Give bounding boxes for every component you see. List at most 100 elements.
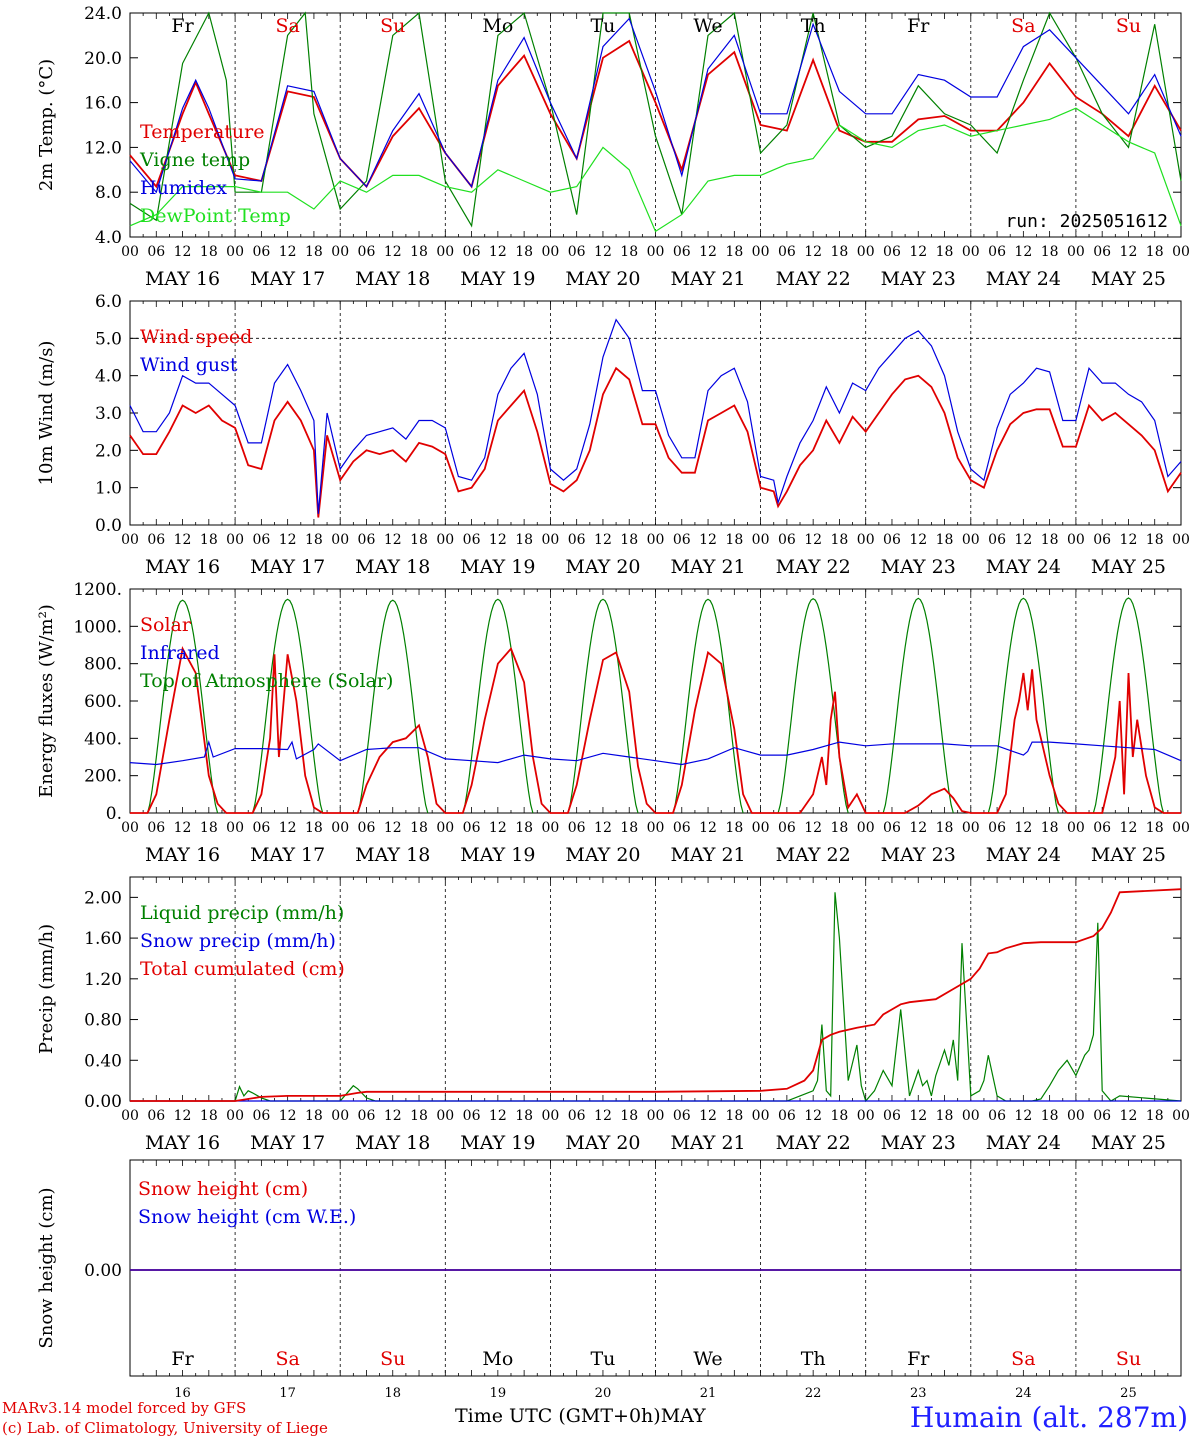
y-tick-label: 0.00 [84, 1261, 122, 1281]
hour-tick-label: 06 [673, 244, 691, 260]
y-tick-label: 5.0 [95, 329, 122, 349]
hour-tick-label: 12 [909, 532, 927, 548]
hour-tick-label: 00 [1172, 532, 1190, 548]
date-label: MAY 18 [355, 1132, 430, 1154]
hour-tick-label: 18 [1041, 532, 1059, 548]
hour-tick-label: 06 [358, 820, 376, 836]
date-label: MAY 17 [250, 844, 325, 866]
hour-tick-label: 12 [174, 244, 192, 260]
x-axis-label: Time UTC (GMT+0h)MAY [455, 1405, 706, 1427]
hour-tick-label: 06 [883, 1108, 901, 1124]
hour-tick-label: 12 [279, 532, 297, 548]
series-line-top-of-atmosphere [357, 599, 429, 814]
legend-entry: Total cumulated (cm) [140, 958, 345, 980]
hour-tick-label: 12 [384, 820, 402, 836]
hour-tick-label: 18 [1146, 532, 1164, 548]
date-label: MAY 16 [145, 556, 220, 578]
hour-tick-label: 06 [988, 820, 1006, 836]
day-number-label: 21 [700, 1386, 717, 1401]
date-label: MAY 22 [776, 1132, 851, 1154]
hour-tick-label: 12 [279, 820, 297, 836]
hour-tick-label: 06 [673, 820, 691, 836]
weekday-label-bottom: Tu [590, 1348, 615, 1370]
plot-frame [129, 588, 1182, 814]
hour-tick-label: 06 [778, 244, 796, 260]
hour-tick-label: 18 [1041, 1108, 1059, 1124]
weekday-label: Sa [1011, 15, 1035, 37]
hour-tick-label: 12 [699, 244, 717, 260]
hour-tick-label: 06 [883, 244, 901, 260]
y-tick-label: 200. [84, 767, 122, 787]
date-label: MAY 21 [670, 1132, 745, 1154]
day-number-label: 20 [595, 1386, 612, 1401]
hour-tick-label: 00 [436, 244, 454, 260]
y-tick-label: 1200. [73, 580, 122, 600]
hour-tick-label: 18 [620, 244, 638, 260]
y-axis-label: Energy fluxes (W/m²) [36, 604, 57, 798]
hour-tick-label: 18 [936, 1108, 954, 1124]
hour-tick-label: 12 [1014, 532, 1032, 548]
hour-tick-label: 12 [804, 244, 822, 260]
date-label: MAY 24 [986, 844, 1061, 866]
date-label: MAY 24 [986, 268, 1061, 290]
weekday-label: Su [1116, 15, 1141, 37]
date-label: MAY 18 [355, 268, 430, 290]
station-name: Humain (alt. 287m) [909, 1401, 1188, 1434]
hour-tick-label: 06 [673, 532, 691, 548]
hour-tick-label: 06 [568, 820, 586, 836]
date-label: MAY 25 [1091, 844, 1166, 866]
y-tick-label: 800. [84, 655, 122, 675]
weekday-label-bottom: Sa [1011, 1348, 1035, 1370]
hour-tick-label: 00 [331, 820, 349, 836]
model-credit: MARv3.14 model forced by GFS [2, 1399, 247, 1417]
y-tick-label: 600. [84, 692, 122, 712]
hour-tick-label: 18 [410, 1108, 428, 1124]
hour-tick-label: 00 [857, 1108, 875, 1124]
weekday-label-bottom: Fr [171, 1348, 194, 1370]
series-line-infrared [129, 739, 1182, 766]
y-tick-label: 16.0 [84, 94, 122, 114]
hour-tick-label: 00 [436, 532, 454, 548]
hour-tick-label: 18 [725, 244, 743, 260]
y-axis-label: Snow height (cm) [36, 1187, 57, 1348]
hour-tick-label: 00 [752, 244, 770, 260]
legend-entry: Snow height (cm W.E.) [138, 1206, 356, 1228]
y-tick-label: 0.0 [95, 516, 122, 536]
date-label: MAY 19 [460, 556, 535, 578]
series-line-top-of-atmosphere [252, 598, 324, 814]
day-number-label: 25 [1120, 1386, 1137, 1401]
hour-tick-label: 12 [1014, 820, 1032, 836]
weekday-label-bottom: Fr [907, 1348, 930, 1370]
y-tick-label: 6.0 [95, 292, 122, 312]
hour-tick-label: 12 [804, 820, 822, 836]
series-line-vigne-temp [129, 11, 1182, 228]
y-tick-label: 8.0 [95, 183, 122, 203]
date-label: MAY 16 [145, 1132, 220, 1154]
date-label: MAY 19 [460, 844, 535, 866]
legend-entry: DewPoint Temp [140, 205, 291, 227]
hour-tick-label: 18 [831, 532, 849, 548]
hour-tick-label: 00 [647, 1108, 665, 1124]
legend-entry: Vigne temp [139, 149, 250, 171]
date-label: MAY 18 [355, 844, 430, 866]
day-number-label: 19 [490, 1386, 507, 1401]
legend-entry: Liquid precip (mm/h) [140, 902, 344, 924]
hour-tick-label: 06 [1093, 820, 1111, 836]
hour-tick-label: 12 [1014, 1108, 1032, 1124]
hour-tick-label: 12 [699, 1108, 717, 1124]
date-label: MAY 18 [355, 556, 430, 578]
hour-tick-label: 12 [489, 532, 507, 548]
hour-tick-label: 00 [1172, 820, 1190, 836]
hour-tick-label: 18 [410, 820, 428, 836]
hour-tick-label: 00 [331, 1108, 349, 1124]
hour-tick-label: 12 [489, 244, 507, 260]
y-tick-label: 2.0 [95, 441, 122, 461]
series-line-liquid-precip-mm-h- [130, 892, 1182, 1103]
hour-tick-label: 00 [962, 1108, 980, 1124]
hour-tick-label: 06 [883, 820, 901, 836]
hour-tick-label: 06 [463, 532, 481, 548]
series-line-top-of-atmosphere [1092, 597, 1165, 814]
legend-entry: Temperature [140, 121, 264, 143]
hour-tick-label: 00 [1067, 820, 1085, 836]
hour-tick-label: 18 [305, 820, 323, 836]
